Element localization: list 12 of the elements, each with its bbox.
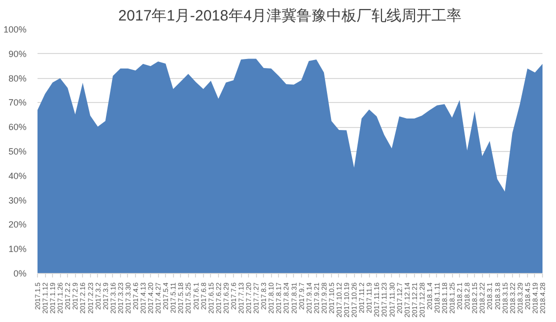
y-tick-label: 30%	[8, 195, 26, 206]
y-tick-label: 70%	[8, 98, 26, 108]
y-tick-label: 20%	[8, 220, 26, 230]
chart-title: 2017年1月-2018年4月津冀鲁豫中板厂轧线周开工率	[118, 8, 462, 24]
y-tick-label: 0%	[13, 268, 27, 278]
y-tick-label: 80%	[8, 73, 26, 84]
y-tick-label: 60%	[8, 122, 26, 132]
y-tick-label: 90%	[8, 48, 26, 59]
y-tick-label: 50%	[8, 146, 26, 156]
y-tick-label: 10%	[8, 244, 26, 254]
y-tick-label: 100%	[3, 24, 27, 34]
y-tick-label: 40%	[8, 170, 26, 181]
